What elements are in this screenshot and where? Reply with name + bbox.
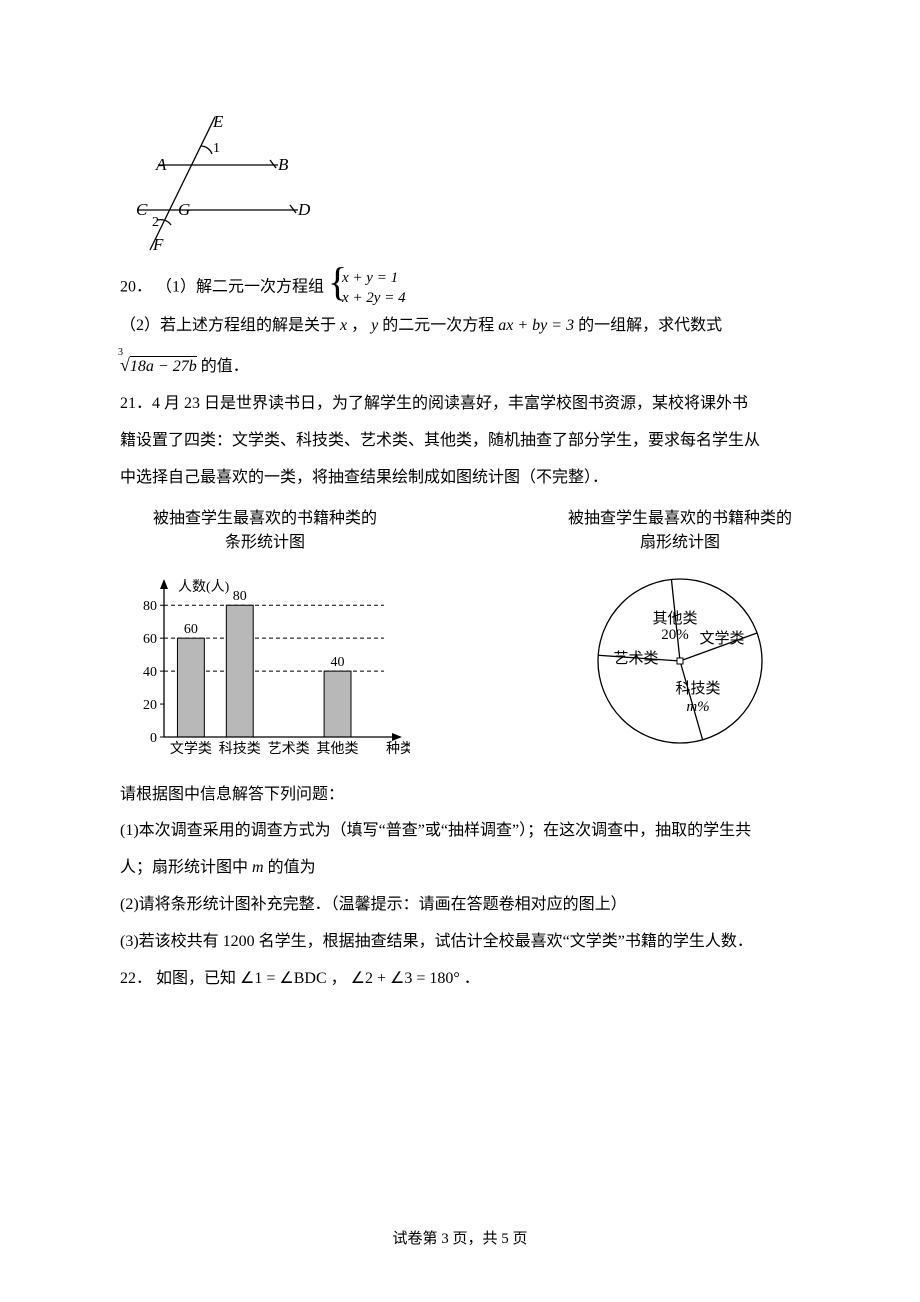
q21-intro2: 籍设置了四类：文学类、科技类、艺术类、其他类，随机抽查了部分学生，要求每名学生从	[120, 423, 800, 460]
pie-title-l1: 被抽查学生最喜欢的书籍种类的	[568, 510, 792, 527]
pie-chart-title: 被抽查学生最喜欢的书籍种类的 扇形统计图	[568, 507, 792, 555]
pie-chart: 其他类20% 文学类艺术类科技类 m%	[560, 561, 800, 761]
svg-text:艺术类: 艺术类	[268, 741, 310, 757]
label-C: C	[136, 200, 148, 219]
charts-row: 被抽查学生最喜欢的书籍种类的 条形统计图 60文学类80科技类艺术类40其他类0…	[120, 507, 800, 771]
q21-p1a: (1)本次调查采用的调查方式为（填写“普查”或“抽样调查”）；在这次调查中，抽取…	[120, 813, 800, 850]
q20-line1: 20． （1）解二元一次方程组 x + y = 1 x + 2y = 4	[120, 268, 800, 308]
q20-eq: ax + by = 3	[498, 317, 574, 334]
q20-part2-mid: 的二元一次方程	[382, 317, 494, 334]
page-footer: 试卷第 3 页，共 5 页	[120, 1227, 800, 1248]
svg-text:20: 20	[143, 698, 157, 713]
q21-intro1-text: 4 月 23 日是世界读书日，为了解学生的阅读喜好，丰富学校图书资源，某校将课外…	[152, 395, 748, 412]
q20-cuberoot: 3 √18a − 27b	[120, 345, 197, 386]
svg-text:60: 60	[184, 622, 198, 637]
q20-comma: ，	[351, 317, 367, 334]
label-G: G	[178, 200, 190, 219]
q22-line: 22． 如图，已知 ∠1 = ∠BDC ， ∠2 + ∠3 = 180° ．	[120, 961, 800, 998]
q20-line3: 3 √18a − 27b 的值．	[120, 345, 800, 386]
q20-root-idx: 3	[118, 341, 123, 364]
bar-chart-title: 被抽查学生最喜欢的书籍种类的 条形统计图	[153, 507, 377, 555]
svg-text:60: 60	[143, 632, 157, 647]
q21-p2: (2)请将条形统计图补充完整．（温馨提示：请画在答题卷相对应的图上）	[120, 887, 800, 924]
q21-m: m	[252, 859, 264, 876]
svg-text:科技类: 科技类	[675, 680, 720, 697]
geom-svg: E 1 A B C D G 2 F	[120, 110, 320, 260]
q20-sys-row1: x + y = 1	[342, 268, 406, 288]
q21-num: 21．	[120, 395, 152, 412]
svg-text:科技类: 科技类	[219, 741, 261, 757]
q20-sys-row2: x + 2y = 4	[342, 288, 406, 308]
bar-title-l2: 条形统计图	[225, 534, 305, 551]
pie-chart-block: 被抽查学生最喜欢的书籍种类的 扇形统计图 其他类20% 文学类艺术类科技类 m%	[560, 507, 800, 761]
label-F: F	[152, 235, 164, 254]
q20-part1-prefix: （1）解二元一次方程组	[156, 279, 324, 296]
svg-text:m%: m%	[686, 699, 709, 715]
q21-p1c: 的值为	[268, 859, 316, 876]
bar-title-l1: 被抽查学生最喜欢的书籍种类的	[153, 510, 377, 527]
label-B: B	[278, 155, 289, 174]
page: E 1 A B C D G 2 F 20． （1）解二元一次方程组 x + y …	[0, 0, 920, 1288]
svg-text:40: 40	[331, 655, 345, 670]
svg-text:40: 40	[143, 665, 157, 680]
bar-chart: 60文学类80科技类艺术类40其他类020406080人数(人)种类	[120, 561, 410, 771]
q21-p3: (3)若该校共有 1200 名学生，根据抽查结果，试估计全校最喜欢“文学类”书籍…	[120, 924, 800, 961]
q20-line2: （2）若上述方程组的解是关于 x ， y 的二元一次方程 ax + by = 3…	[120, 308, 800, 345]
q20-part2-suffix: 的一组解，求代数式	[578, 317, 722, 334]
svg-text:艺术类: 艺术类	[613, 650, 658, 667]
q21-intro1: 21．4 月 23 日是世界读书日，为了解学生的阅读喜好，丰富学校图书资源，某校…	[120, 386, 800, 423]
q20-tail: 的值．	[201, 358, 249, 375]
q22-prefix: 如图，已知	[156, 970, 236, 987]
pie-title-l2: 扇形统计图	[640, 534, 720, 551]
svg-text:文学类: 文学类	[170, 741, 212, 757]
label-D: D	[297, 200, 311, 219]
svg-text:20%: 20%	[661, 627, 689, 643]
label-E: E	[212, 112, 224, 131]
svg-text:人数(人): 人数(人)	[178, 579, 230, 595]
q22-num: 22．	[120, 970, 152, 987]
svg-text:其他类: 其他类	[317, 741, 359, 757]
svg-text:80: 80	[143, 599, 157, 614]
label-1: 1	[213, 141, 220, 156]
label-2: 2	[152, 215, 159, 230]
label-A: A	[155, 155, 167, 174]
svg-text:80: 80	[233, 589, 247, 604]
q21-intro3: 中选择自己最喜欢的一类，将抽查结果绘制成如图统计图（不完整）．	[120, 460, 800, 497]
svg-text:文学类: 文学类	[699, 630, 744, 647]
q21-after: 请根据图中信息解答下列问题：	[120, 777, 800, 814]
q21-p1b-line: 人；扇形统计图中 m 的值为	[120, 850, 800, 887]
svg-text:0: 0	[150, 731, 157, 746]
q20-part2-prefix: （2）若上述方程组的解是关于	[120, 317, 336, 334]
q22-eq1: ∠1 = ∠BDC	[240, 970, 327, 987]
q22-eq2: ∠2 + ∠3 = 180°	[351, 970, 460, 987]
q21-p1b: 人；扇形统计图中	[120, 859, 248, 876]
q22-mid: ，	[331, 970, 347, 987]
bar-chart-block: 被抽查学生最喜欢的书籍种类的 条形统计图 60 文学类 80 科技类艺术类 40 其他类 0…	[120, 507, 410, 771]
svg-text:种类: 种类	[386, 741, 410, 757]
q20-num: 20．	[120, 279, 152, 296]
q20-y: y	[371, 317, 378, 334]
q22-suffix: ．	[464, 970, 480, 987]
q20-system: x + y = 1 x + 2y = 4	[328, 268, 406, 308]
q20-x: x	[340, 317, 347, 334]
q20-root-expr: 18a − 27b	[130, 356, 197, 375]
figure-q19: E 1 A B C D G 2 F	[120, 110, 800, 260]
svg-text:其他类: 其他类	[652, 610, 697, 627]
